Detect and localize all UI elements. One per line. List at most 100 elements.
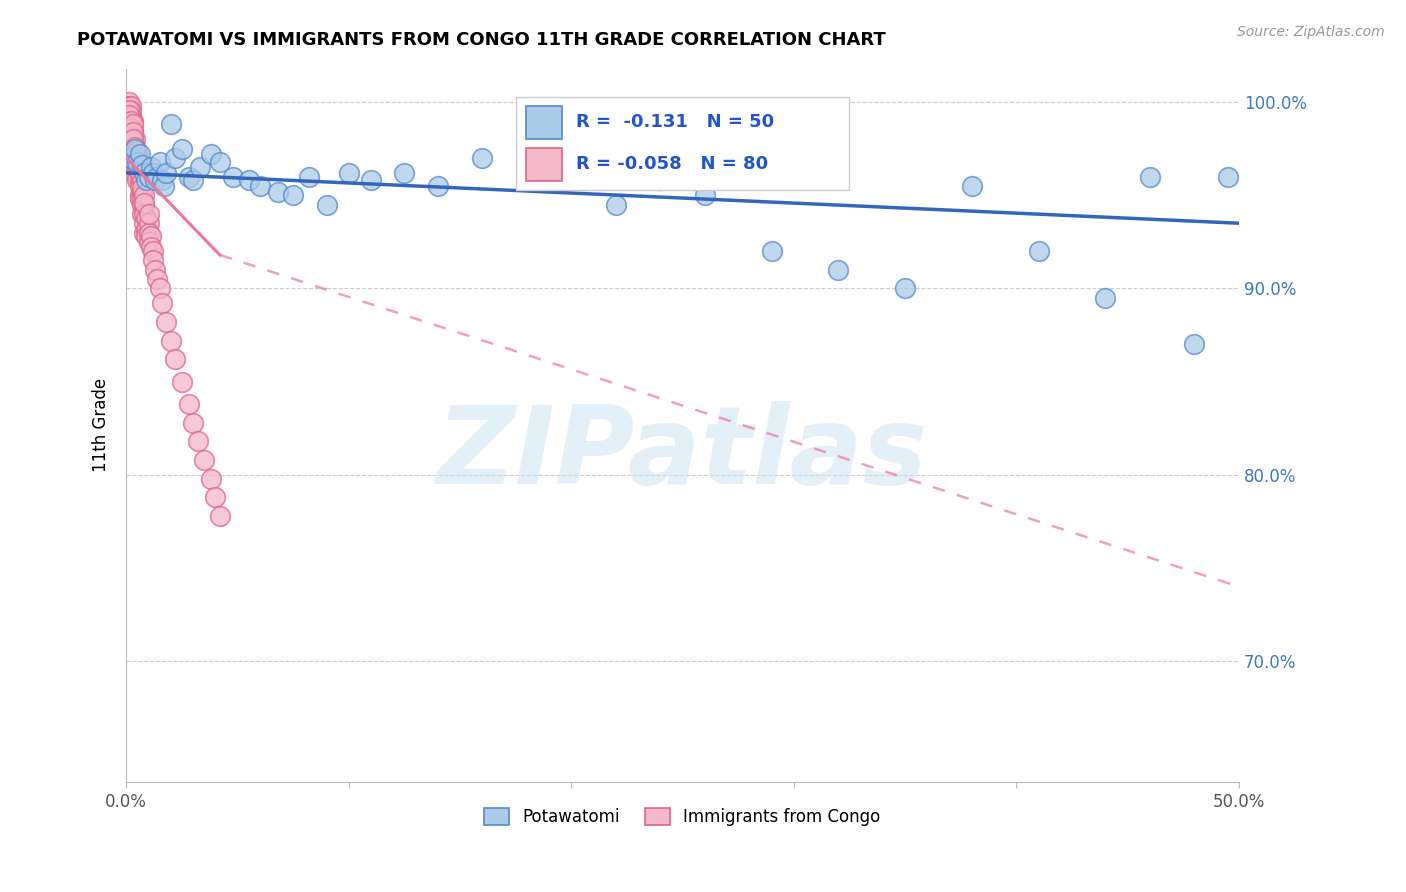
Text: POTAWATOMI VS IMMIGRANTS FROM CONGO 11TH GRADE CORRELATION CHART: POTAWATOMI VS IMMIGRANTS FROM CONGO 11TH… [77, 31, 886, 49]
Point [138, 207, 160, 221]
Point [131, 173, 153, 187]
Point [124, 132, 146, 146]
Point [120, 121, 142, 136]
Point [127, 154, 149, 169]
Point [155, 315, 177, 329]
Point [127, 173, 149, 187]
Point [127, 154, 149, 169]
Point [120, 104, 142, 119]
Point [1139, 169, 1161, 184]
Point [122, 142, 145, 156]
Point [142, 253, 165, 268]
Point [124, 154, 146, 169]
Point [131, 207, 153, 221]
Point [122, 128, 145, 143]
Point [122, 125, 145, 139]
Point [124, 142, 146, 156]
Point [238, 173, 260, 187]
Point [208, 154, 231, 169]
Text: ZIPatlas: ZIPatlas [437, 401, 928, 507]
Point [605, 197, 627, 211]
Point [1182, 337, 1205, 351]
Point [894, 281, 917, 295]
Point [298, 169, 321, 184]
Point [135, 222, 157, 236]
Point [650, 173, 672, 187]
Text: Source: ZipAtlas.com: Source: ZipAtlas.com [1237, 25, 1385, 39]
Point [693, 188, 716, 202]
Point [132, 226, 155, 240]
Point [1094, 291, 1116, 305]
Point [146, 272, 169, 286]
Point [124, 154, 146, 169]
Point [315, 197, 337, 211]
Point [139, 229, 162, 244]
Point [139, 161, 162, 175]
Point [360, 173, 382, 187]
Point [170, 142, 193, 156]
Point [120, 117, 142, 131]
Point [170, 375, 193, 389]
Point [394, 166, 416, 180]
Point [120, 123, 142, 137]
Point [222, 169, 245, 184]
Point [127, 151, 149, 165]
Point [188, 161, 211, 175]
Point [165, 352, 187, 367]
Point [120, 128, 142, 143]
Legend: Potawatomi, Immigrants from Congo: Potawatomi, Immigrants from Congo [477, 800, 889, 835]
Point [177, 397, 200, 411]
Point [208, 508, 231, 523]
Point [122, 113, 145, 128]
Point [159, 117, 181, 131]
Point [117, 99, 139, 113]
Point [143, 262, 166, 277]
Point [266, 185, 288, 199]
Point [181, 416, 204, 430]
Point [117, 103, 139, 117]
Point [150, 173, 173, 187]
Point [131, 181, 153, 195]
Point [471, 151, 494, 165]
Point [128, 147, 150, 161]
Point [138, 169, 160, 184]
Point [142, 244, 165, 259]
Point [124, 140, 146, 154]
Point [165, 151, 187, 165]
Point [193, 453, 215, 467]
Point [139, 240, 162, 254]
Point [153, 178, 176, 193]
Point [124, 147, 146, 161]
Point [124, 142, 146, 156]
Point [1216, 169, 1239, 184]
Point [138, 216, 160, 230]
Point [142, 166, 165, 180]
Point [149, 281, 172, 295]
Point [155, 166, 177, 180]
Point [127, 169, 149, 184]
Point [124, 147, 146, 161]
Point [122, 123, 145, 137]
Point [143, 173, 166, 187]
Point [135, 211, 157, 225]
Point [200, 471, 222, 485]
Point [120, 113, 142, 128]
Point [117, 95, 139, 109]
Point [127, 161, 149, 175]
Point [120, 110, 142, 124]
Point [135, 229, 157, 244]
Point [132, 188, 155, 202]
Point [960, 178, 983, 193]
Point [128, 192, 150, 206]
Point [204, 490, 226, 504]
Point [132, 197, 155, 211]
Point [127, 144, 149, 158]
Point [138, 235, 160, 249]
Point [122, 117, 145, 131]
Point [128, 173, 150, 187]
Point [120, 151, 142, 165]
Point [132, 207, 155, 221]
Point [426, 178, 449, 193]
Point [128, 188, 150, 202]
Point [132, 195, 155, 210]
